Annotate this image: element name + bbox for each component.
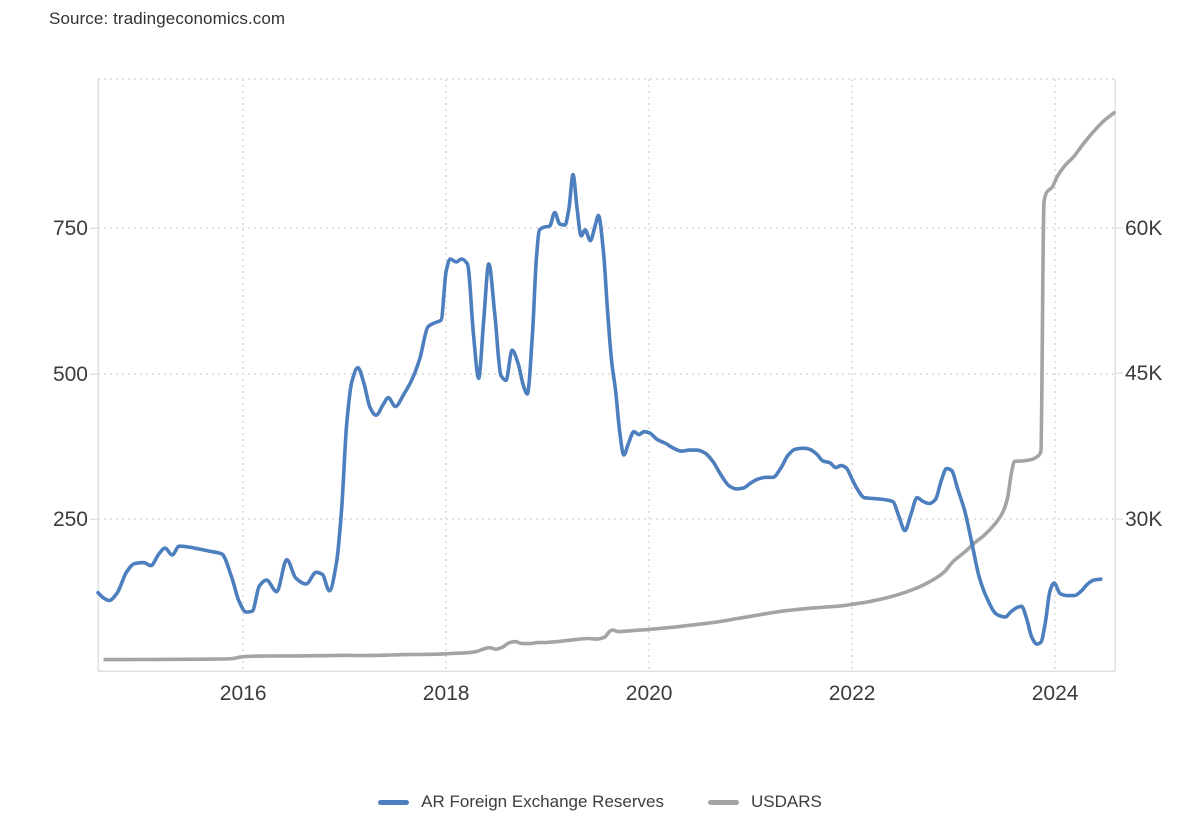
y-tick-label-right: 45K <box>1125 362 1162 385</box>
x-tick-label: 2020 <box>626 682 673 705</box>
series-line-usdars[interactable] <box>103 111 1116 662</box>
y-tick-label-right: 30K <box>1125 508 1162 531</box>
legend-item-reserves[interactable]: AR Foreign Exchange Reserves <box>378 792 664 812</box>
legend-item-usdars[interactable]: USDARS <box>707 792 822 812</box>
x-tick-label: 2022 <box>829 682 876 705</box>
y-tick-label-left: 500 <box>53 363 88 386</box>
legend-label-reserves: AR Foreign Exchange Reserves <box>421 792 664 811</box>
source-text: Source: tradingeconomics.com <box>49 9 286 28</box>
legend: AR Foreign Exchange Reserves USDARS <box>0 792 1200 812</box>
series-line-ar-foreign-exchange-reserves[interactable] <box>96 172 1103 646</box>
x-tick-label: 2016 <box>220 682 267 705</box>
y-tick-label-right: 60K <box>1125 217 1162 240</box>
x-tick-label: 2024 <box>1032 682 1079 705</box>
legend-swatch-reserves-icon <box>378 799 410 805</box>
y-tick-label-left: 750 <box>53 217 88 240</box>
x-tick-label: 2018 <box>423 682 470 705</box>
legend-swatch-usdars-icon <box>707 799 739 805</box>
legend-label-usdars: USDARS <box>750 792 822 811</box>
y-tick-label-left: 250 <box>53 508 88 531</box>
